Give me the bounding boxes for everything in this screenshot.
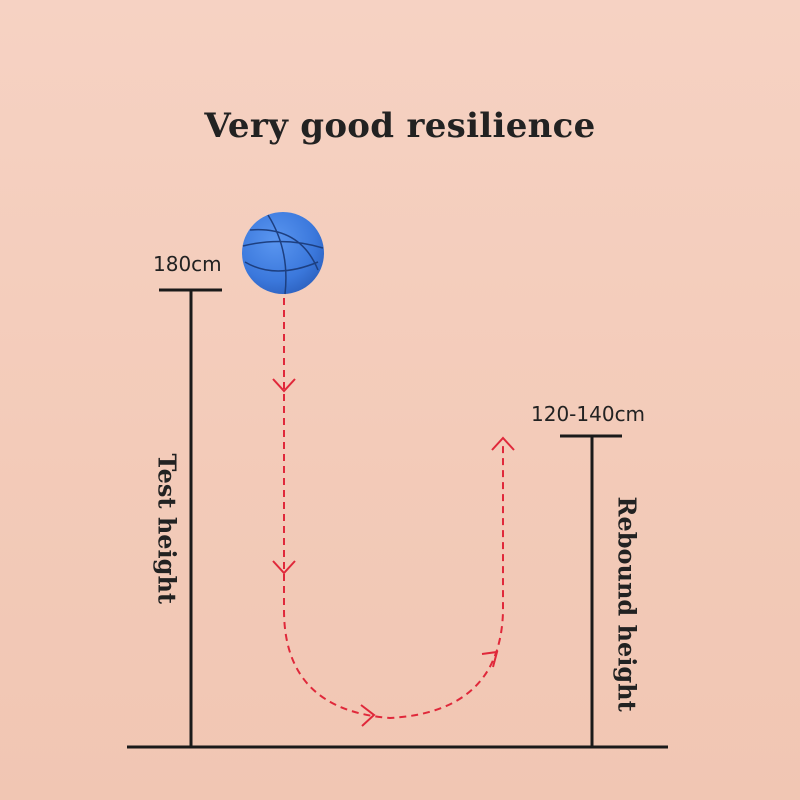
diagram-title: Very good resilience — [204, 106, 596, 146]
rebound-height-value: 120-140cm — [531, 402, 646, 426]
bounce-path — [283, 298, 504, 720]
down-arrow-icon — [272, 378, 296, 393]
basketball-icon — [242, 212, 324, 295]
right-arrow-icon — [360, 704, 376, 727]
test-height-value: 180cm — [153, 252, 222, 276]
down-arrow-icon — [272, 560, 296, 575]
up-arrow-icon — [491, 436, 515, 451]
up-right-arrow-icon — [481, 650, 499, 668]
